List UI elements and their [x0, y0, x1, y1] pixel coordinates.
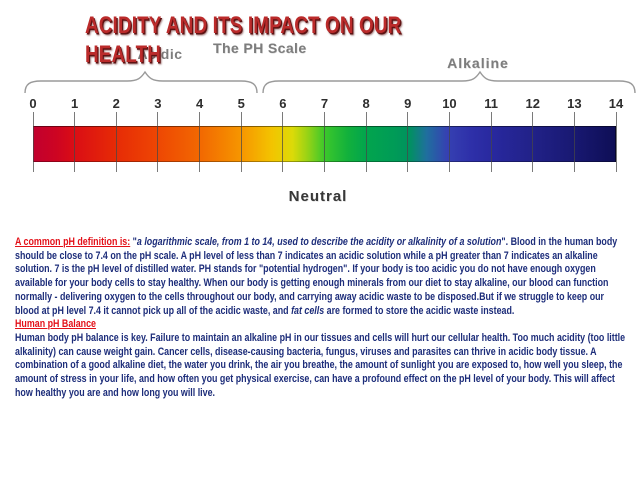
scale-tick-line	[282, 112, 284, 172]
alkaline-label: Alkaline	[447, 55, 509, 71]
scale-tick-label: 9	[404, 96, 412, 111]
paragraph: A common pH definition is: "a logarithmi…	[15, 236, 627, 318]
scale-tick-label: 8	[362, 96, 370, 111]
text-segment: A common pH definition is:	[15, 236, 131, 248]
text-segment: Human body pH balance is key. Failure to…	[15, 331, 626, 399]
text-segment: fat cells	[291, 304, 325, 317]
scale-tick-label: 12	[525, 96, 540, 111]
ph-scale-title: The PH Scale	[213, 40, 307, 56]
scale-tick-label: 11	[484, 96, 498, 111]
scale-tick-label: 14	[608, 96, 624, 111]
scale-tick-line	[490, 112, 492, 172]
scale-tick-label: 2	[112, 96, 120, 111]
scale-tick-line	[157, 112, 159, 172]
text-segment: Human pH Balance	[15, 318, 97, 331]
text-segment: are formed to store the acidic waste ins…	[324, 304, 515, 317]
body-text-inner: A common pH definition is: "a logarithmi…	[15, 236, 627, 400]
body-text: A common pH definition is: "a logarithmi…	[15, 236, 640, 400]
acid-brace	[24, 70, 258, 94]
scale-tick-line	[240, 112, 242, 172]
scale-tick-label: 7	[320, 96, 329, 111]
scale-tick-line	[324, 112, 325, 172]
scale-tick-label: 3	[154, 96, 162, 111]
scale-tick-label: 4	[195, 96, 204, 111]
paragraph: Human body pH balance is key. Failure to…	[15, 332, 627, 401]
alkaline-brace	[262, 70, 636, 94]
scale-tick-line	[448, 112, 450, 172]
text-segment: ". Blood in the human body should be clo…	[15, 236, 618, 317]
scale-tick-label: 5	[237, 96, 245, 111]
page-title: ACIDITY AND ITS IMPACT ON OUR HEALTH	[85, 12, 402, 68]
scale-tick-label: 0	[29, 96, 37, 111]
text-segment: "	[130, 236, 137, 248]
scale-tick-line	[407, 112, 409, 172]
scale-tick-line	[115, 112, 117, 172]
scale-tick-line	[615, 112, 617, 172]
scale-tick-label: 1	[71, 96, 79, 111]
scale-tick-line	[532, 112, 534, 172]
neutral-label: Neutral	[288, 188, 348, 205]
scale-tick-line	[32, 112, 34, 172]
scale-tick-line	[74, 112, 76, 172]
scale-tick-line	[573, 112, 575, 172]
scale-tick-label: 6	[279, 96, 287, 111]
scale-tick-line	[199, 112, 201, 172]
text-segment: a logarithmic scale, from 1 to 14, used …	[136, 236, 502, 248]
paragraph: Human pH Balance	[15, 318, 627, 332]
scale-tick-label: 10	[442, 96, 457, 111]
scale-tick-line	[365, 112, 367, 172]
scale-tick-label: 13	[567, 96, 582, 111]
brace-graphics	[24, 70, 636, 94]
acid-label: Acidic	[137, 46, 183, 62]
